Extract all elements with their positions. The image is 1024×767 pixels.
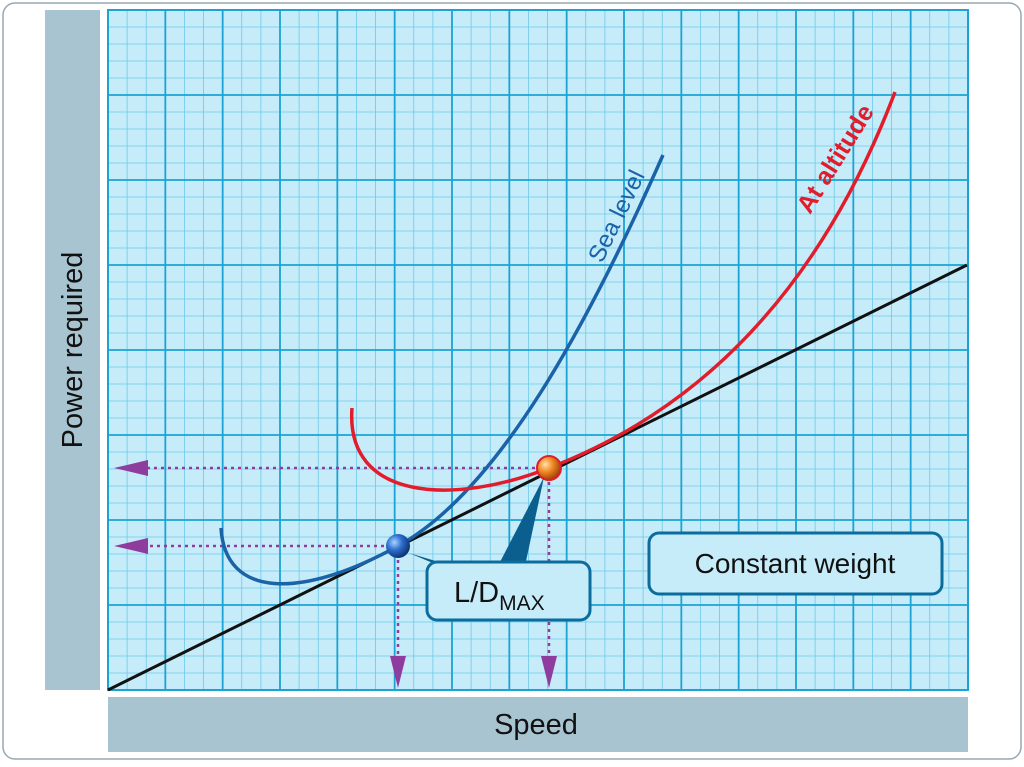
arrow-down-icon: [390, 656, 406, 688]
guide-arrowheads: [114, 460, 557, 688]
y-axis-label: Power required: [57, 252, 89, 449]
ld-max-point-sea-level: [386, 534, 410, 558]
grid-major-lines: [108, 10, 968, 690]
ld-max-label: L/DMAX: [454, 577, 545, 615]
guide-lines: [146, 466, 551, 662]
constant-weight-box: Constant weight: [647, 531, 944, 596]
grid-border: [107, 9, 969, 691]
ld-max-point-altitude: [536, 455, 562, 481]
x-axis-label: Speed: [494, 709, 578, 741]
constant-weight-label: Constant weight: [695, 548, 896, 579]
x-axis-bar: [108, 697, 968, 752]
sea-level-curve: [219, 154, 665, 586]
ld-max-subscript: MAX: [499, 592, 545, 615]
tangent-line: [107, 263, 968, 692]
ld-max-box: [425, 560, 592, 622]
arrow-left-icon: [114, 460, 148, 476]
y-axis-bar: [45, 10, 100, 690]
ld-max-main: L/D: [454, 577, 499, 609]
ld-max-callout: L/DMAX: [409, 477, 592, 622]
constant-weight-frame: [647, 531, 944, 596]
at-altitude-curve: [350, 91, 897, 492]
callout-pointer-altitude: [500, 477, 544, 566]
arrow-down-icon: [541, 656, 557, 688]
arrow-left-icon: [114, 538, 148, 554]
